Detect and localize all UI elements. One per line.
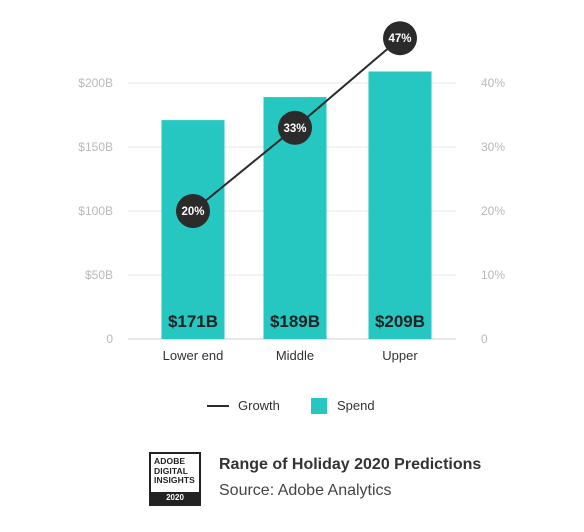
combo-chart: $171B $189B $209B 0 $50B $100B $150B $200B 0 10… [78, 21, 505, 414]
adobe-digital-insights-logo: ADOBE DIGITAL INSIGHTS 2020 [149, 452, 201, 506]
growth-point [383, 21, 417, 56]
category-label: Upper [382, 348, 418, 363]
left-axis: 0 $50B $100B $150B $200B [78, 76, 113, 346]
bar [161, 120, 225, 340]
category-label: Lower end [163, 348, 224, 363]
logo-text: ADOBE DIGITAL INSIGHTS [154, 456, 195, 485]
right-tick-label: 10% [481, 268, 505, 282]
bar-value-label: $209B [375, 312, 425, 331]
logo-year: 2020 [151, 492, 199, 504]
category-label: Middle [276, 348, 314, 363]
bar-value-label: $171B [168, 312, 218, 331]
growth-point-label: 33% [283, 123, 306, 135]
caption: Range of Holiday 2020 Predictions Source… [219, 455, 481, 501]
right-tick-label: 0 [481, 332, 488, 346]
growth-line: 20% 33% 47% [176, 21, 417, 228]
right-axis: 0 10% 20% 30% 40% [481, 76, 505, 346]
legend-growth-label: Growth [238, 398, 280, 413]
caption-title: Range of Holiday 2020 Predictions [219, 456, 482, 473]
left-tick-label: 0 [106, 332, 113, 346]
legend-spend-label: Spend [337, 398, 375, 413]
growth-point-label: 20% [181, 206, 204, 218]
category-axis: Lower end Middle Upper [163, 348, 419, 363]
right-tick-label: 40% [481, 76, 505, 90]
growth-point [176, 194, 210, 228]
legend-spend-swatch [311, 398, 327, 414]
bar-value-label: $189B [270, 312, 320, 331]
left-tick-label: $200B [78, 76, 113, 90]
left-tick-label: $50B [85, 268, 113, 282]
right-tick-label: 20% [481, 204, 505, 218]
left-tick-label: $150B [78, 140, 113, 154]
bars: $171B $189B $209B [161, 71, 432, 340]
caption-source: Source: Adobe Analytics [219, 482, 392, 499]
growth-point-label: 47% [388, 33, 411, 45]
right-tick-label: 30% [481, 140, 505, 154]
legend: Growth Spend [207, 398, 375, 414]
bar [368, 71, 432, 339]
growth-point [278, 110, 312, 145]
left-tick-label: $100B [78, 204, 113, 218]
